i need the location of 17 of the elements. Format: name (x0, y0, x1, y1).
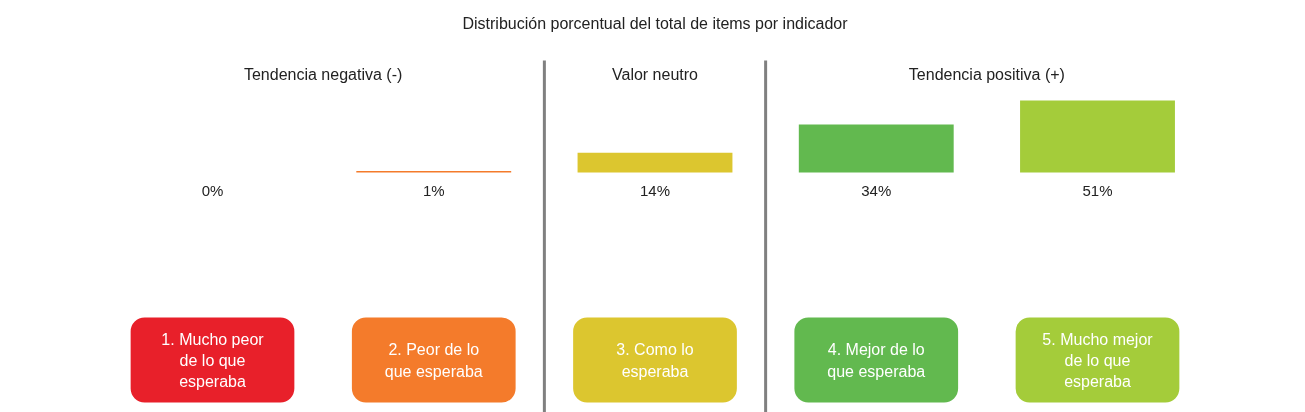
data-label: 0% (201, 182, 224, 199)
text: Tendencia negativa (-) (243, 66, 403, 83)
data-label: 1% (422, 182, 445, 199)
x-tick-label: 1. Mucho peor de lo que esperaba (161, 330, 265, 391)
chart-title: Distribución porcentual del total de items por indicador (462, 15, 849, 32)
text: Tendencia positiva (+) (908, 66, 1065, 83)
data-label: 34% (861, 182, 892, 199)
x-tick-label: 5. Mucho mejor de lo que esperaba (1042, 330, 1154, 391)
bar (1020, 100, 1175, 173)
x-tick-label: 4. Mejor de lo que esperaba (827, 341, 926, 380)
data-label: 51% (1082, 182, 1113, 199)
x-tick-label: 3. Como lo esperaba (616, 341, 694, 380)
bar (577, 152, 733, 173)
bar (798, 124, 954, 173)
text: Valor neutro (612, 66, 699, 83)
data-label: 14% (639, 182, 671, 199)
x-tick-label: 2. Peor de lo que esperaba (384, 341, 483, 380)
